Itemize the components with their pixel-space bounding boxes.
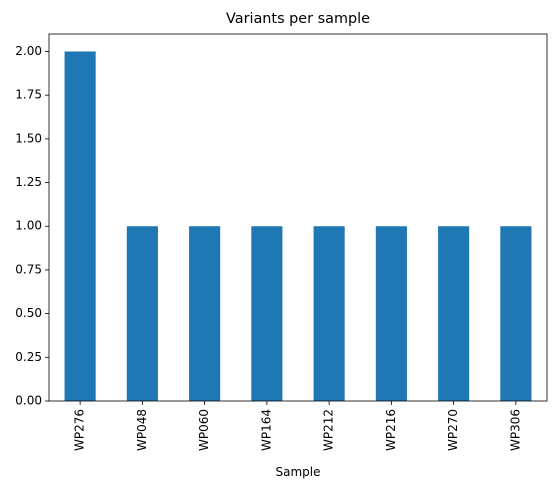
y-tick-label: 0.25 [15,350,42,364]
x-axis: WP276 WP048 WP060 WP164 WP212 WP216 WP270 WP306 [73,401,522,451]
y-tick-label: 1.75 [15,88,42,102]
plot-frame [48,33,548,402]
bar-wp216 [375,226,407,401]
y-tick-label: 1.00 [15,219,42,233]
chart-title: Variants per sample [226,11,370,27]
y-tick-label: 2.00 [15,44,42,58]
bar-wp164 [251,226,283,401]
bar-wp306 [500,226,532,401]
x-tick-label: WP212 [322,409,336,451]
bar-wp060 [189,226,221,401]
x-tick-label: WP276 [73,409,87,451]
y-tick-label: 0.50 [15,306,42,320]
y-tick-label: 0.00 [15,394,42,408]
x-tick-label: WP164 [259,409,273,451]
bar-wp212 [313,226,345,401]
bar-wp048 [126,226,158,401]
bars-group [64,51,532,401]
y-axis: 0.00 0.25 0.50 0.75 1.00 1.25 1.50 1.75 2.00 [15,44,49,408]
x-tick-label: WP060 [197,409,211,451]
y-tick-label: 0.75 [15,262,42,276]
bar-wp276 [64,51,96,401]
y-tick-label: 1.25 [15,175,42,189]
x-tick-label: WP216 [384,409,398,451]
bar-wp270 [438,226,470,401]
x-tick-label: WP270 [446,409,460,451]
x-tick-label: WP048 [135,409,149,451]
x-axis-title: Sample [276,465,321,479]
y-tick-label: 1.50 [15,131,42,145]
x-tick-label: WP306 [508,409,522,451]
